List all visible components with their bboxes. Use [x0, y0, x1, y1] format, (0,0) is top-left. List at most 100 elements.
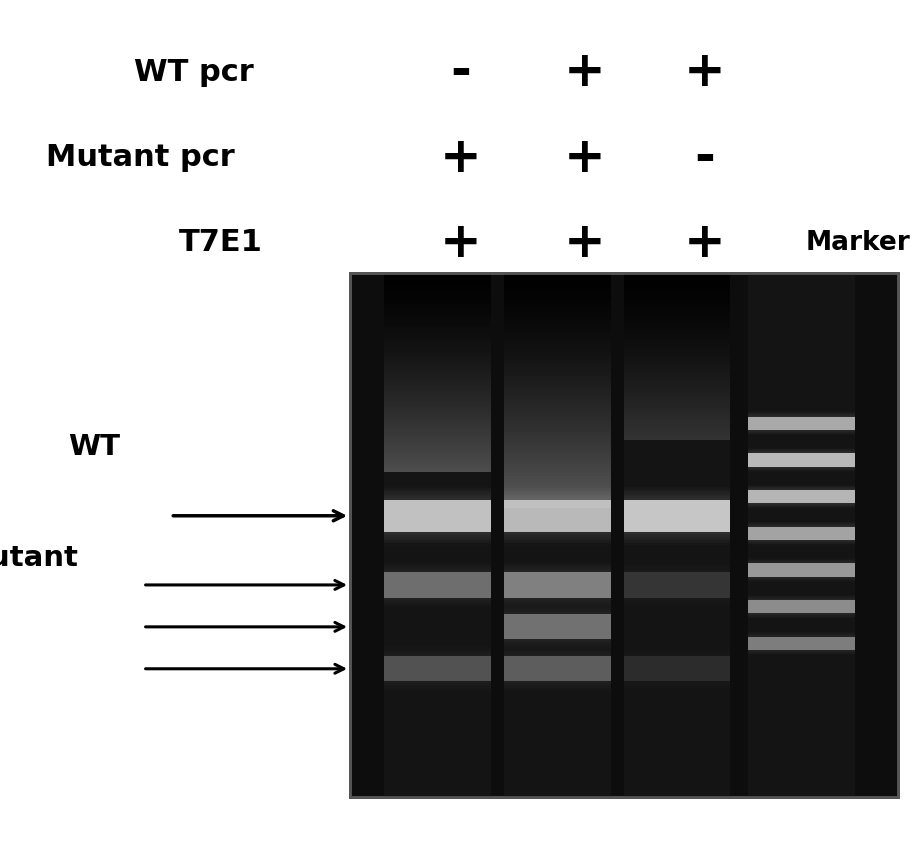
Bar	[624, 438, 730, 440]
Bar	[504, 299, 611, 302]
Bar	[384, 354, 491, 357]
Bar	[384, 383, 491, 384]
Bar	[504, 325, 611, 329]
Bar	[384, 427, 491, 429]
Bar	[384, 415, 491, 417]
Bar	[504, 492, 611, 493]
Bar	[384, 325, 491, 327]
Bar	[384, 275, 491, 278]
Bar	[384, 292, 491, 295]
Bar	[504, 464, 611, 467]
Bar	[504, 608, 611, 609]
Bar	[504, 343, 611, 346]
Bar	[384, 290, 491, 292]
Bar	[384, 397, 491, 400]
Bar	[504, 571, 611, 573]
Bar	[504, 273, 611, 797]
Bar	[624, 379, 730, 382]
Bar	[504, 341, 611, 343]
Text: WT: WT	[68, 434, 120, 461]
Bar	[504, 503, 611, 505]
Bar	[384, 295, 491, 297]
Bar	[384, 288, 491, 290]
Bar	[384, 273, 491, 797]
Bar	[624, 342, 730, 344]
Bar	[504, 646, 611, 648]
Bar	[504, 611, 611, 612]
Bar	[624, 277, 730, 279]
Bar	[504, 533, 611, 535]
Bar	[384, 655, 491, 656]
Bar	[384, 273, 491, 275]
Bar	[624, 532, 730, 533]
Bar	[384, 490, 491, 492]
Bar	[504, 352, 611, 355]
Bar	[624, 436, 730, 438]
Bar	[624, 602, 730, 604]
Bar	[504, 643, 611, 644]
Bar	[624, 306, 730, 308]
Bar	[504, 355, 611, 358]
Bar	[624, 650, 730, 651]
Bar	[624, 490, 730, 492]
Bar	[624, 359, 730, 360]
Bar	[504, 476, 611, 479]
Text: Mutant pcr: Mutant pcr	[46, 143, 235, 172]
Bar	[504, 388, 611, 390]
Bar	[504, 275, 611, 279]
Bar	[384, 499, 491, 532]
Bar	[384, 573, 491, 597]
Bar	[384, 429, 491, 432]
Bar	[504, 613, 611, 614]
Bar	[384, 322, 491, 325]
Bar	[384, 352, 491, 354]
Bar	[384, 410, 491, 412]
Bar	[624, 544, 730, 545]
Bar	[504, 602, 611, 604]
Bar	[504, 566, 611, 567]
Bar	[384, 367, 491, 370]
Bar	[504, 493, 611, 495]
Bar	[384, 452, 491, 454]
Bar	[504, 689, 611, 690]
Bar	[504, 568, 611, 570]
Bar	[624, 422, 730, 423]
Bar	[504, 455, 611, 458]
Bar	[504, 495, 611, 496]
Bar	[504, 444, 611, 446]
Bar	[624, 495, 730, 496]
Bar	[624, 417, 730, 419]
Bar	[384, 688, 491, 689]
Bar	[624, 533, 730, 535]
Bar	[504, 432, 611, 435]
Bar	[504, 373, 611, 376]
Bar	[624, 537, 730, 538]
Text: Mutant: Mutant	[0, 544, 78, 572]
Bar	[504, 406, 611, 408]
Bar	[504, 485, 611, 488]
Bar	[504, 323, 611, 325]
Bar	[384, 278, 491, 280]
Bar	[624, 352, 730, 354]
Text: -: -	[450, 49, 471, 96]
Bar	[384, 544, 491, 545]
Text: Marker: Marker	[806, 230, 911, 256]
Bar	[384, 302, 491, 305]
Bar	[384, 449, 491, 452]
Bar	[384, 685, 491, 687]
Bar	[504, 563, 611, 565]
Bar	[624, 308, 730, 310]
Bar	[384, 350, 491, 352]
Text: +: +	[683, 49, 726, 96]
Bar	[504, 346, 611, 349]
Bar	[504, 358, 611, 361]
Bar	[504, 642, 611, 643]
Bar	[624, 321, 730, 323]
Bar	[384, 375, 491, 377]
Bar	[624, 344, 730, 346]
Bar	[384, 435, 491, 437]
Bar	[624, 382, 730, 383]
Bar	[624, 496, 730, 498]
Bar	[504, 402, 611, 406]
Text: T7E1: T7E1	[179, 228, 262, 257]
